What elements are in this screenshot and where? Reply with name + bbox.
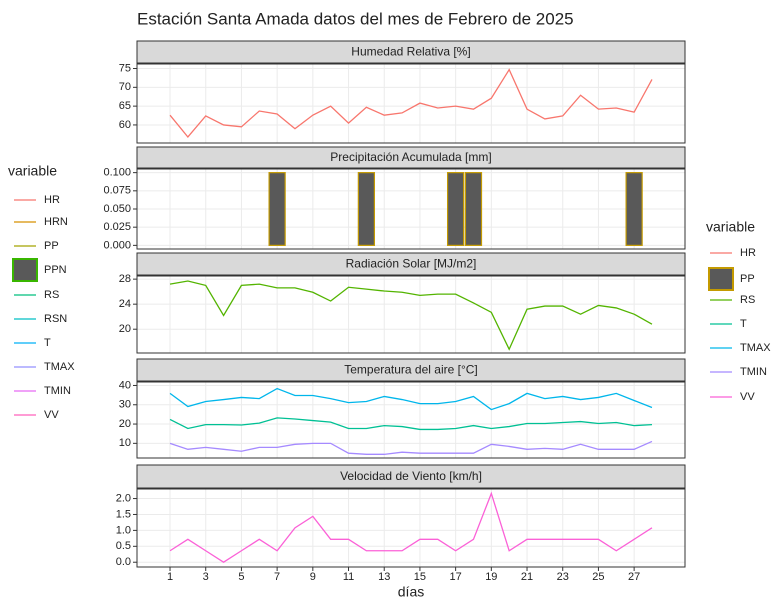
x-tick-label: 3: [203, 571, 209, 583]
strip-title: Precipitación Acumulada [mm]: [330, 150, 491, 164]
legend-key: [12, 258, 38, 282]
y-tick-label: 70: [119, 81, 131, 93]
strip: [136, 40, 686, 64]
x-tick-label: 9: [310, 571, 316, 583]
legend-label: TMAX: [44, 361, 75, 373]
legend-label: PP: [740, 273, 755, 285]
y-tick-label: 0.075: [103, 185, 131, 197]
panel-border: [136, 488, 686, 568]
strip-title: Radiación Solar [MJ/m2]: [346, 257, 477, 271]
legend-label: VV: [740, 391, 755, 403]
strip-title: Humedad Relativa [%]: [351, 45, 470, 59]
x-tick-label: 21: [521, 571, 533, 583]
x-tick-label: 27: [628, 571, 640, 583]
panel: [137, 382, 685, 458]
y-tick-label: 40: [119, 379, 131, 391]
strip: [136, 146, 686, 169]
bar: [464, 172, 483, 246]
legend-key: [708, 267, 734, 291]
y-tick-label: 20: [119, 418, 131, 430]
legend-title: variable: [8, 163, 57, 179]
legend-label: RS: [44, 289, 59, 301]
panel-border: [136, 275, 686, 354]
bar: [446, 172, 465, 246]
legend-label: TMAX: [740, 342, 771, 354]
x-tick-label: 15: [414, 571, 426, 583]
y-tick-label: 0.0: [116, 556, 131, 568]
x-tick-label: 17: [450, 571, 462, 583]
bar: [625, 172, 643, 246]
x-axis-label: días: [398, 584, 424, 598]
chart-title: Estación Santa Amada datos del mes de Fe…: [137, 9, 574, 28]
panel: [137, 64, 685, 143]
legend-label: RS: [740, 294, 755, 306]
y-tick-label: 0.100: [103, 167, 131, 179]
line: [169, 387, 653, 411]
panel: [137, 276, 685, 353]
bar: [357, 172, 376, 246]
y-tick-label: 10: [119, 437, 131, 449]
y-tick-label: 20: [119, 323, 131, 335]
y-tick-label: 1.0: [116, 524, 131, 536]
line: [169, 491, 653, 563]
y-tick-label: 1.5: [116, 508, 131, 520]
panel: [137, 489, 685, 567]
y-tick-label: 30: [119, 399, 131, 411]
x-tick-label: 5: [238, 571, 244, 583]
line: [169, 417, 653, 431]
panel-border: [136, 381, 686, 459]
legend-label: TMIN: [740, 366, 767, 378]
y-tick-label: 0.5: [116, 540, 131, 552]
bar: [268, 172, 286, 246]
strip: [136, 252, 686, 276]
legend-label: HRN: [44, 216, 68, 228]
legend-label: TMIN: [44, 385, 71, 397]
x-tick-label: 23: [557, 571, 569, 583]
y-tick-label: 0.000: [103, 239, 131, 251]
strip: [136, 464, 686, 489]
x-tick-label: 13: [378, 571, 390, 583]
strip-title: Temperatura del aire [°C]: [344, 363, 478, 377]
y-tick-label: 0.025: [103, 221, 131, 233]
legend-label: PP: [44, 240, 59, 252]
legend-label: VV: [44, 409, 59, 421]
strip-title: Velocidad de Viento [km/h]: [340, 469, 482, 483]
legend-label: PPN: [44, 264, 67, 276]
line: [169, 68, 653, 138]
panel-border: [136, 168, 686, 250]
y-tick-label: 60: [119, 119, 131, 131]
y-tick-label: 28: [119, 273, 131, 285]
legend-label: T: [44, 337, 51, 349]
line: [169, 440, 653, 455]
y-tick-label: 75: [119, 62, 131, 74]
line: [169, 280, 653, 351]
y-tick-label: 0.050: [103, 203, 131, 215]
x-tick-label: 25: [592, 571, 604, 583]
legend-label: HR: [44, 194, 60, 206]
y-tick-label: 65: [119, 100, 131, 112]
legend-title: variable: [706, 219, 755, 235]
y-tick-label: 24: [119, 298, 131, 310]
panel-border: [136, 63, 686, 144]
strip: [136, 358, 686, 382]
legend-label: T: [740, 318, 747, 330]
legend-label: HR: [740, 247, 756, 259]
x-tick-label: 19: [485, 571, 497, 583]
legend-label: RSN: [44, 313, 67, 325]
x-tick-label: 1: [167, 571, 173, 583]
x-tick-label: 11: [343, 571, 354, 583]
x-tick-label: 7: [274, 571, 280, 583]
y-tick-label: 2.0: [116, 492, 131, 504]
